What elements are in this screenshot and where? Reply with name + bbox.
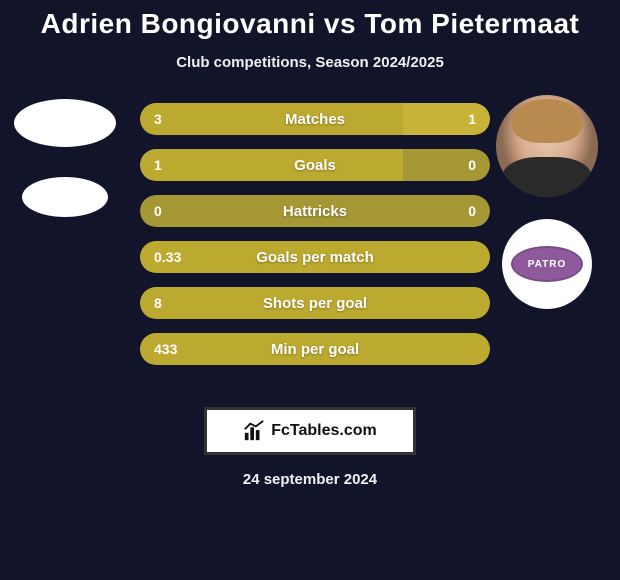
brand-box: FcTables.com [204,407,416,455]
metric-value-left: 8 [154,295,162,311]
left-player-avatar [14,99,116,147]
metric-row: Goals 1 0 [140,149,490,181]
bar-fill-left [140,103,403,135]
bar-fill-left [140,149,403,181]
metric-value-left: 433 [154,341,177,357]
metric-label: Goals per match [256,249,374,266]
metric-value-right: 0 [468,203,476,219]
chart-icon [243,420,265,442]
metric-value-right: 0 [468,157,476,173]
metric-value-right: 1 [468,111,476,127]
bar-fill-right [403,103,491,135]
date-text: 24 september 2024 [0,471,620,488]
metric-label: Matches [285,111,345,128]
right-club-badge: PATRO [511,246,583,282]
metric-value-left: 0.33 [154,249,181,265]
metric-label: Goals [294,157,336,174]
metric-label: Min per goal [271,341,359,358]
metric-row: Goals per match 0.33 [140,241,490,273]
left-player-column [10,99,120,217]
metric-value-left: 0 [154,203,162,219]
metric-label: Hattricks [283,203,347,220]
right-player-column: PATRO [492,95,602,309]
page-title: Adrien Bongiovanni vs Tom Pietermaat [0,0,620,40]
metric-row: Matches 3 1 [140,103,490,135]
right-player-avatar [496,95,598,197]
metric-label: Shots per goal [263,295,367,312]
brand-text: FcTables.com [271,422,377,440]
subtitle: Club competitions, Season 2024/2025 [0,54,620,71]
metric-row: Min per goal 433 [140,333,490,365]
metric-value-left: 3 [154,111,162,127]
left-club-logo [22,177,108,217]
metric-row: Hattricks 0 0 [140,195,490,227]
metrics-bars: Matches 3 1 Goals 1 0 Hattricks 0 0 Goals per mat… [140,103,490,365]
comparison-area: Matches 3 1 Goals 1 0 Hattricks 0 0 Goals per mat… [0,109,620,389]
right-club-logo: PATRO [502,219,592,309]
metric-value-left: 1 [154,157,162,173]
metric-row: Shots per goal 8 [140,287,490,319]
